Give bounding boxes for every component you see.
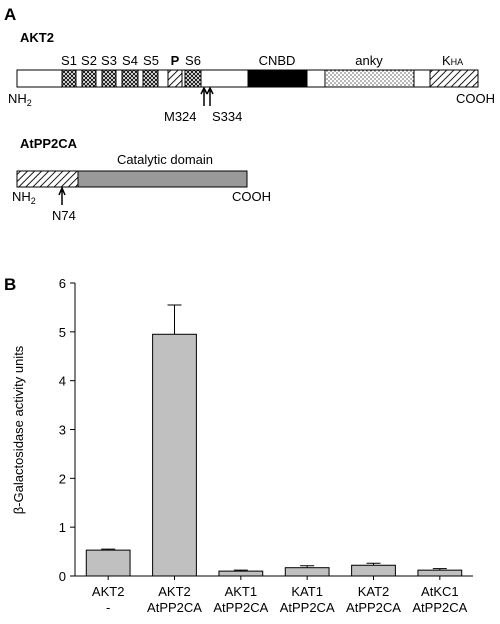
segment-label: KHA [442,53,463,68]
n-terminus: NH2 [12,189,36,206]
segment-label: S6 [185,53,201,68]
protein-title: AtPP2CA [20,136,78,151]
segment [16,170,79,188]
n-terminus: NH2 [8,91,32,108]
x-tick-label: AKT2 [158,584,191,599]
error-bar [167,304,182,335]
y-tick-label: 4 [59,374,66,389]
segment-label: P [171,53,180,68]
protein-title: AKT2 [20,30,54,45]
arrow [58,186,66,205]
x-tick-label: AtKC1 [421,584,459,599]
error-bar [300,565,315,568]
bar [85,549,131,577]
site-label: S334 [212,109,242,124]
c-terminus: COOH [232,189,271,204]
bar [351,564,396,577]
bar-chart: 0123456AKT2-AKT2AtPP2CAAKT1AtPP2CAKAT1At… [59,276,473,615]
bar [218,570,264,577]
x-tick-label: AKT1 [225,584,258,599]
panel-a: A AKT2 S1 S2 S3 S4 S5 P S6 CNBD anky KHA… [4,5,495,223]
segment-label: S5 [143,53,159,68]
segment [121,69,139,88]
error-bar [366,562,381,566]
segment [101,69,117,88]
x-tick-label: AtPP2CA [346,600,401,615]
error-bar [432,568,447,571]
x-tick-label: AKT2 [92,584,125,599]
segment [429,69,479,88]
x-tick-label: AtPP2CA [213,600,268,615]
arrow [200,86,214,106]
x-tick-label: KAT1 [291,584,323,599]
segment [324,69,415,88]
segment-label: S3 [101,53,117,68]
segment [247,69,308,88]
x-tick-label: AtPP2CA [280,600,335,615]
bar [152,333,197,577]
y-tick-label: 0 [59,569,66,584]
x-tick-label: - [106,600,110,615]
error-bar [101,548,116,551]
segment-label: CNBD [259,53,296,68]
segment [167,69,183,88]
bar [417,569,463,577]
y-tick-label: 3 [59,423,66,438]
y-tick-label: 2 [59,471,66,486]
segment-label: S2 [81,53,97,68]
segment-label: anky [355,53,383,68]
segment [77,170,248,188]
segment [61,69,77,88]
y-tick-label: 5 [59,325,66,340]
site-label: N74 [52,208,76,223]
panel-label: A [4,5,16,24]
segment [142,69,159,88]
x-tick-label: AtPP2CA [147,600,202,615]
domain-label: Catalytic domain [117,152,213,167]
segment-label: S4 [122,53,138,68]
segment [184,69,202,88]
c-terminus: COOH [456,91,495,106]
x-tick-label: KAT2 [358,584,390,599]
segment [81,69,97,88]
segment-label: S1 [61,53,77,68]
x-tick-label: AtPP2CA [412,600,467,615]
site-label: M324 [164,109,197,124]
error-bar [233,569,248,572]
bar [284,567,330,577]
y-tick-label: 6 [59,276,66,291]
y-tick-label: 1 [59,520,66,535]
panel-label: B [4,275,16,294]
y-axis-label: β-Galactosidase activity units [11,345,26,514]
